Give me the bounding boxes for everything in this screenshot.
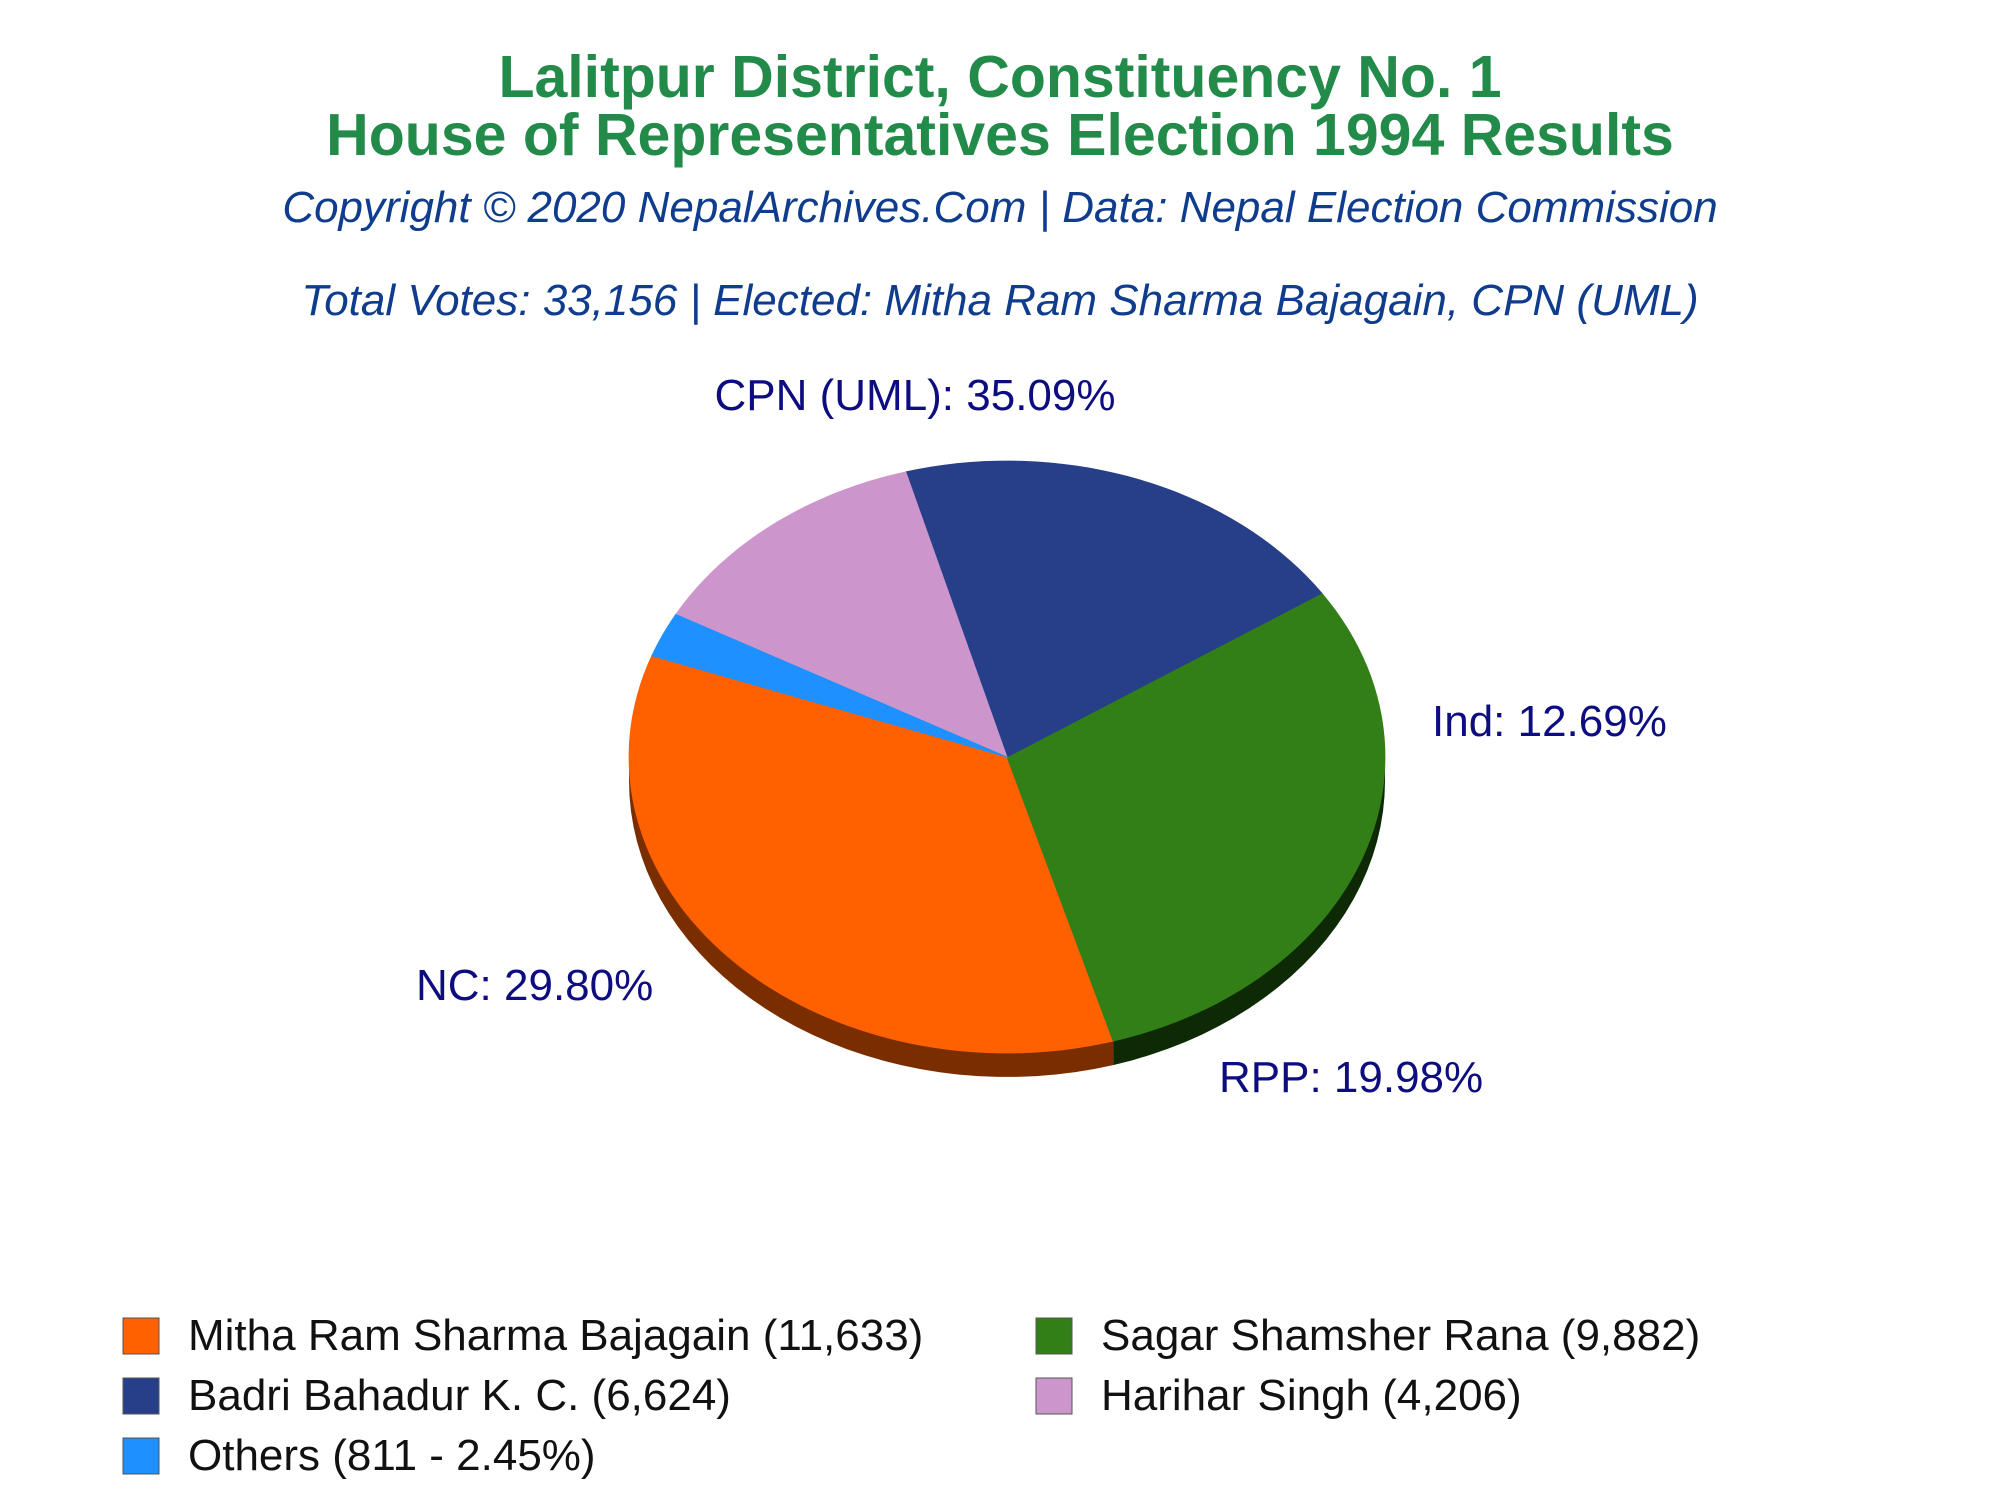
legend-swatch <box>122 1377 160 1415</box>
legend-label: Others (811 - 2.45%) <box>188 1431 596 1480</box>
legend-label: Mitha Ram Sharma Bajagain (11,633) <box>188 1311 923 1360</box>
legend-label: Badri Bahadur K. C. (6,624) <box>188 1371 731 1420</box>
legend-item: Badri Bahadur K. C. (6,624) <box>122 1371 731 1420</box>
legend-label: Harihar Singh (4,206) <box>1101 1371 1522 1420</box>
pie-slice-rpp <box>905 460 1323 758</box>
legend-item: Others (811 - 2.45%) <box>122 1431 596 1480</box>
slice-label-ind: Ind: 12.69% <box>1432 697 1667 746</box>
pie-slice-others <box>651 613 1008 758</box>
pie-top-slices <box>628 460 1386 1054</box>
pie-slice-labels: CPN (UML): 35.09% NC: 29.80% RPP: 19.98% In… <box>416 371 1667 1102</box>
pie-slice-nc <box>1006 592 1386 1042</box>
chart-title-line2: House of Representatives Election 1994 R… <box>326 102 1674 168</box>
copyright-note: Copyright © 2020 NepalArchives.Com | Dat… <box>282 183 1717 232</box>
pie-slice-cpn-uml <box>628 655 1114 1054</box>
slice-label-cpn-uml: CPN (UML): 35.09% <box>714 371 1115 420</box>
legend-swatch <box>1035 1377 1073 1415</box>
legend-item: Sagar Shamsher Rana (9,882) <box>1035 1311 1700 1360</box>
chart-legend: Mitha Ram Sharma Bajagain (11,633) Sagar … <box>122 1311 1700 1480</box>
legend-swatch <box>1035 1317 1073 1355</box>
pie-side-cpn-uml <box>629 757 1114 1077</box>
slice-label-rpp: RPP: 19.98% <box>1219 1053 1483 1102</box>
legend-label: Sagar Shamsher Rana (9,882) <box>1101 1311 1700 1360</box>
legend-item: Mitha Ram Sharma Bajagain (11,633) <box>122 1311 923 1360</box>
legend-swatch <box>122 1317 160 1355</box>
slice-label-nc: NC: 29.80% <box>416 961 653 1010</box>
legend-item: Harihar Singh (4,206) <box>1035 1371 1522 1420</box>
vote-summary: Total Votes: 33,156 | Elected: Mitha Ram… <box>301 276 1698 325</box>
legend-swatch <box>122 1437 160 1475</box>
chart-title-line1: Lalitpur District, Constituency No. 1 <box>498 44 1501 110</box>
pie-slice-ind <box>675 471 1008 758</box>
